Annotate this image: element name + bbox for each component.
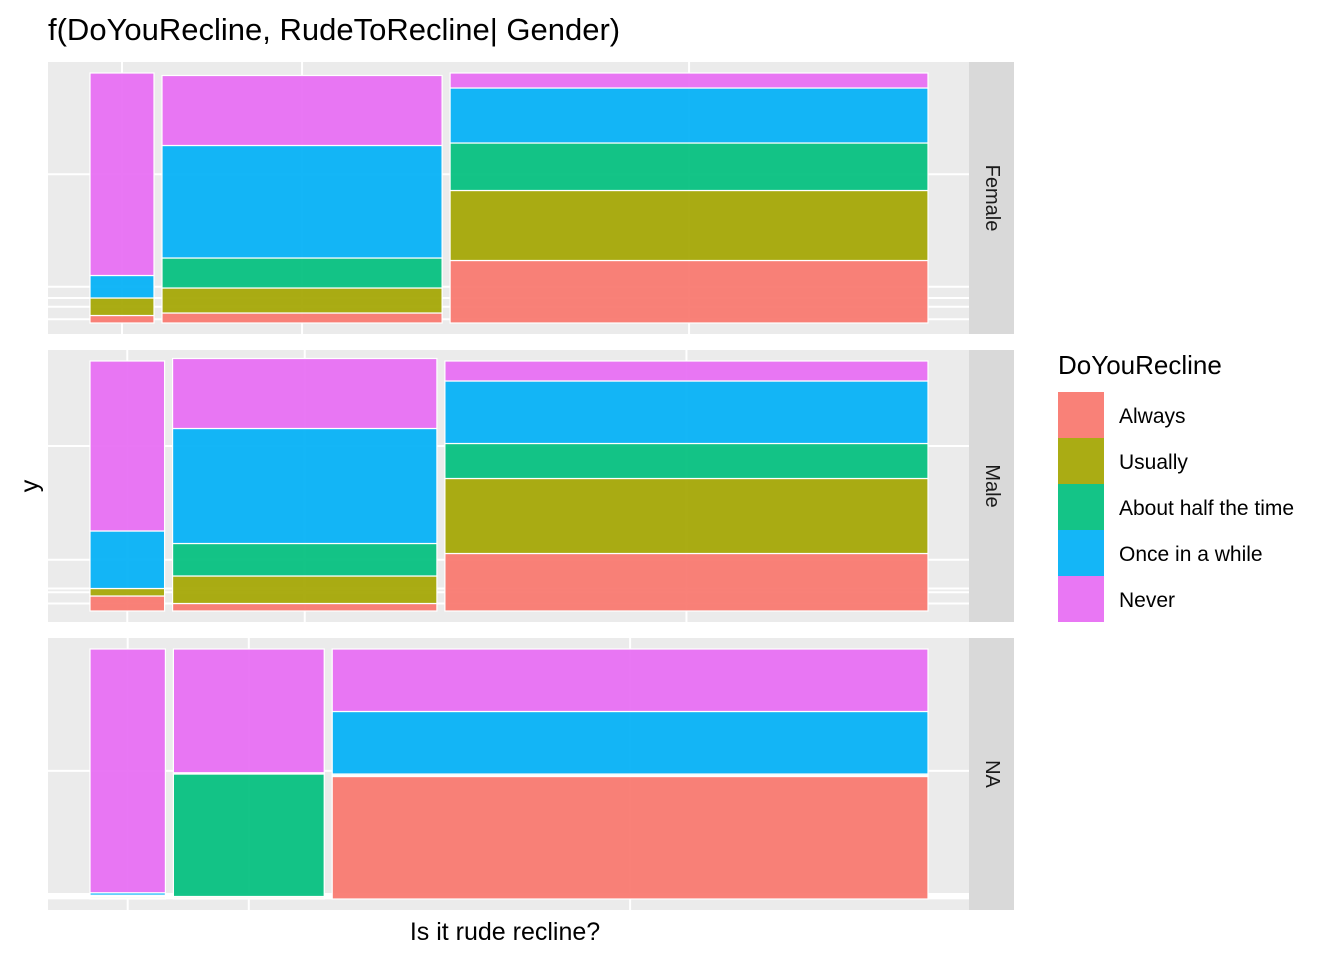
mosaic-tile-always: [444, 552, 929, 612]
mosaic-tile-once-in-a-while: [449, 87, 929, 144]
facet-strip-label: Female: [981, 165, 1003, 232]
facet-strip-label: NA: [981, 760, 1003, 788]
mosaic-tile-never: [89, 360, 166, 532]
legend-label: Always: [1119, 405, 1186, 428]
mosaic-tile-always: [89, 595, 166, 612]
mosaic-tile-usually: [89, 587, 166, 597]
mosaic-tile-always: [161, 312, 443, 324]
mosaic-tile-once-in-a-while: [331, 710, 929, 775]
mosaic-tile-once-in-a-while: [171, 427, 438, 545]
y-axis-title: y: [16, 479, 44, 492]
legend-key-never: [1058, 576, 1104, 622]
mosaic-tile-always: [171, 602, 438, 612]
legend-label: Never: [1119, 589, 1175, 612]
legend-key-once-in-a-while: [1058, 530, 1104, 576]
mosaic-tile-always: [449, 259, 929, 324]
mosaic-tile-usually: [161, 287, 443, 314]
mosaic-tile-once-in-a-while: [444, 380, 929, 445]
mosaic-tile-usually: [449, 189, 929, 262]
mosaic-tile-about-half-the-time: [444, 442, 929, 480]
facet-panel-na: NA: [48, 638, 1014, 910]
legend-key-about-half-the-time: [1058, 484, 1104, 530]
mosaic-tile-never: [89, 72, 155, 277]
legend-key-always: [1058, 392, 1104, 438]
mosaic-tile-always: [331, 775, 929, 900]
facet-panels: Female Male NA: [48, 62, 1014, 910]
mosaic-tile-about-half-the-time: [171, 542, 438, 577]
mosaic-tile-usually: [171, 575, 438, 605]
x-axis-title: Is it rude recline?: [410, 918, 600, 946]
chart-title: f(DoYouRecline, RudeToRecline| Gender): [48, 12, 620, 47]
mosaic-tile-always: [89, 314, 155, 324]
mosaic-tile-never: [171, 357, 438, 430]
legend-key-usually: [1058, 438, 1104, 484]
mosaic-tile-once-in-a-while: [89, 530, 166, 590]
legend: DoYouRecline Always Usually About half the…: [1058, 350, 1294, 622]
legend-title: DoYouRecline: [1058, 350, 1222, 380]
facet-strip-label: Male: [981, 464, 1003, 507]
mosaic-tile-never: [161, 74, 443, 147]
mosaic-tile-usually: [89, 297, 155, 317]
mosaic-tile-once-in-a-while: [89, 274, 155, 299]
mosaic-tile-never: [449, 72, 929, 89]
facet-strip: [969, 638, 1014, 910]
mosaic-tile-once-in-a-while: [161, 144, 443, 259]
mosaic-tile-never: [172, 648, 325, 774]
facet-panel-female: Female: [48, 62, 1014, 334]
mosaic-tile-never: [444, 360, 929, 382]
mosaic-tile-about-half-the-time: [172, 773, 325, 898]
mosaic-tile-usually: [444, 477, 929, 555]
legend-label: About half the time: [1119, 497, 1294, 520]
facet-strip: [969, 62, 1014, 334]
facet-strip: [969, 350, 1014, 622]
mosaic-tile-never: [331, 648, 929, 713]
mosaic-tile-never: [89, 648, 167, 894]
mosaic-tile-about-half-the-time: [449, 142, 929, 192]
legend-label: Once in a while: [1119, 543, 1263, 566]
legend-label: Usually: [1119, 451, 1188, 474]
mosaic-tile-about-half-the-time: [161, 257, 443, 289]
facet-panel-male: Male: [48, 350, 1014, 622]
